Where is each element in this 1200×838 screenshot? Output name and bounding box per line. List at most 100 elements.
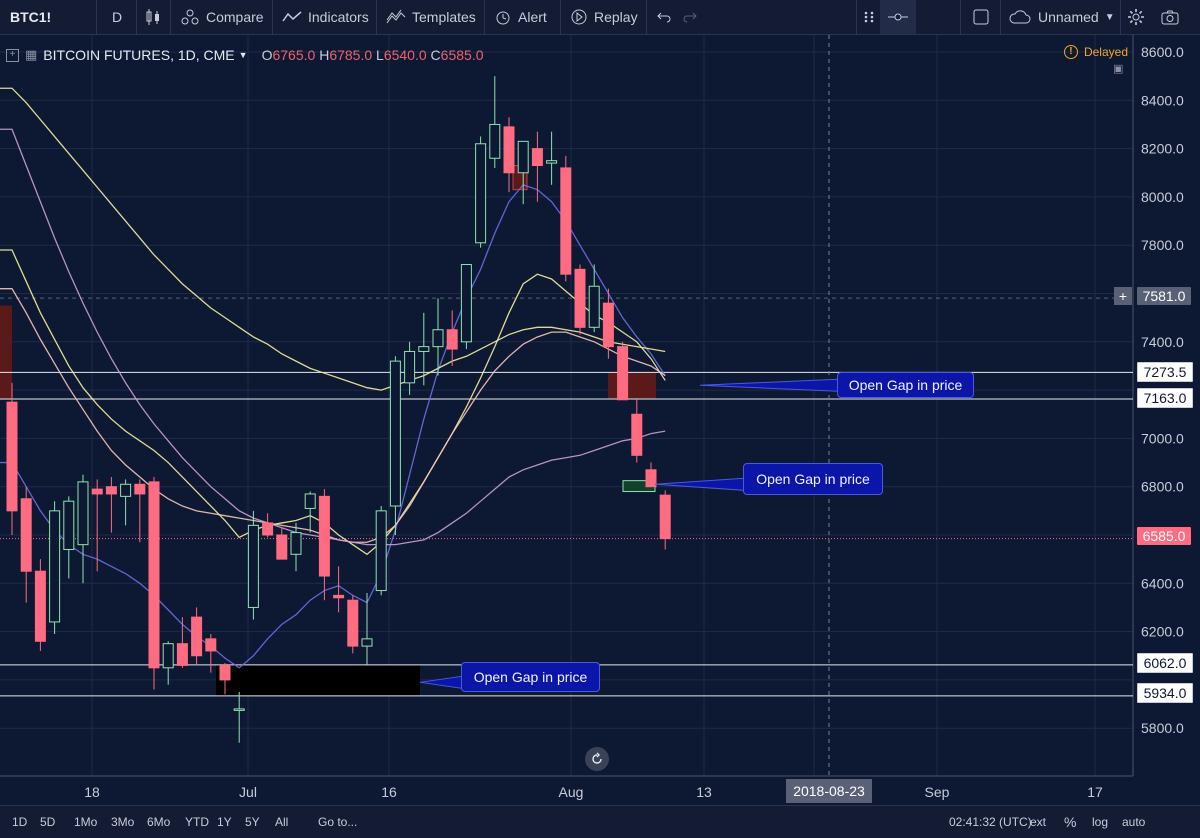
fullscreen-button[interactable] <box>972 0 990 34</box>
price-axis-tick: 8000.0 <box>1141 189 1184 205</box>
price-axis-tick: 8400.0 <box>1141 92 1184 108</box>
save-layout-button[interactable]: Unnamed ▼ <box>1008 0 1115 34</box>
annotation-gap-top[interactable]: Open Gap in price <box>837 372 974 398</box>
toolbar-divider <box>96 0 97 34</box>
range-button-5y[interactable]: 5Y <box>245 815 260 829</box>
range-button-ytd[interactable]: YTD <box>185 815 209 829</box>
goto-date-button[interactable]: Go to... <box>318 806 357 838</box>
indicators-button[interactable]: Indicators <box>282 0 369 34</box>
moving-average-line <box>0 288 666 543</box>
replay-label: Replay <box>594 9 638 25</box>
low-gap-top-price-label: 6062.0 <box>1137 653 1193 673</box>
price-axis-tick: 8200.0 <box>1141 141 1184 157</box>
symbol-search[interactable]: BTC1! <box>10 0 51 34</box>
candle-body <box>517 140 529 174</box>
candle-body <box>503 126 515 174</box>
moving-average-line <box>0 128 666 546</box>
moving-average-line <box>0 184 666 669</box>
annotation-gap-bottom[interactable]: Open Gap in price <box>461 662 600 692</box>
candle-body <box>247 524 259 608</box>
candle-body <box>262 522 274 536</box>
collapse-legend-icon[interactable]: + <box>6 48 19 62</box>
candle-body <box>475 143 487 244</box>
toolbar-divider <box>170 0 171 34</box>
candle-body <box>290 532 302 555</box>
compare-button[interactable]: Compare <box>180 0 264 34</box>
auto-toggle[interactable]: auto <box>1122 806 1145 838</box>
replay-button[interactable]: Replay <box>570 0 638 34</box>
annotation-gap-middle[interactable]: Open Gap in price <box>743 463 883 495</box>
candle-body <box>645 469 657 488</box>
candle-body <box>105 486 117 495</box>
top-toolbar: BTC1! D Compare Indicators Templates Ale… <box>0 0 1200 35</box>
candle-body <box>617 346 629 401</box>
time-axis-tick: 17 <box>1087 784 1103 800</box>
candle-body <box>389 360 401 507</box>
undo-button[interactable] <box>656 0 672 34</box>
candle-body <box>446 329 458 350</box>
ohlc-values: O6765.0 H6785.0 L6540.0 C6585.0 <box>262 47 484 63</box>
symbol-title[interactable]: BITCOIN FUTURES, 1D, CME <box>43 47 235 63</box>
price-axis-tick: 8600.0 <box>1141 44 1184 60</box>
replay-icon <box>571 9 587 25</box>
chevron-down-icon[interactable]: ▼ <box>238 50 248 60</box>
templates-button[interactable]: Templates <box>386 0 476 34</box>
ext-toggle[interactable]: ext <box>1030 806 1046 838</box>
redo-button[interactable] <box>682 0 698 34</box>
templates-label: Templates <box>412 9 476 25</box>
range-button-all[interactable]: All <box>275 815 289 829</box>
series-legend: + ▦ BITCOIN FUTURES, 1D, CME ▼ O6765.0 H… <box>6 46 484 64</box>
templates-icon <box>386 9 406 24</box>
toolbar-divider <box>1120 0 1121 34</box>
crosshair-toggle-button[interactable] <box>880 0 916 34</box>
cme-logo-icon: ▦ <box>25 47 38 62</box>
layout-grid-button[interactable] <box>862 0 876 34</box>
chart-style-button[interactable] <box>144 0 162 34</box>
delayed-badge[interactable]: ! Delayed <box>1063 45 1128 59</box>
price-axis-tick: 6200.0 <box>1141 624 1184 640</box>
annotation-pointer <box>419 675 463 689</box>
high-label: H <box>319 47 330 63</box>
range-button-5d[interactable]: 5D <box>40 815 56 829</box>
square-icon <box>973 9 989 25</box>
log-toggle[interactable]: log <box>1092 806 1108 838</box>
add-price-icon[interactable]: + <box>1114 287 1132 305</box>
candle-body <box>91 488 103 495</box>
candle-body <box>588 285 600 328</box>
annotation-pointer <box>654 477 745 491</box>
crosshair-line-icon <box>888 13 908 21</box>
snapshot-button[interactable] <box>1160 0 1180 34</box>
layout-name-label: Unnamed <box>1038 9 1099 25</box>
open-label: O <box>261 47 273 63</box>
gear-icon <box>1128 9 1144 25</box>
candle-body <box>318 495 330 577</box>
range-button-1mo[interactable]: 1Mo <box>74 815 98 829</box>
low-value: 6540.0 <box>383 47 427 63</box>
toolbar-divider <box>856 0 857 34</box>
lock-scale-icon[interactable]: ▣ <box>1113 63 1124 75</box>
time-axis-tick: 13 <box>696 784 712 800</box>
settings-button[interactable] <box>1127 0 1145 34</box>
toolbar-divider <box>560 0 561 34</box>
open-value: 6765.0 <box>272 47 316 63</box>
moving-average-line <box>0 87 666 391</box>
reset-chart-button[interactable] <box>585 747 609 771</box>
gap-box-upper <box>608 372 656 400</box>
candle-body <box>63 500 75 550</box>
alert-button[interactable]: Alert <box>494 0 547 34</box>
price-chart[interactable]: 8600.0 8400.0 8200.0 8000.0 7800.0 7400.0 7000… <box>0 35 1200 805</box>
candle-body <box>233 708 245 711</box>
percent-toggle[interactable]: % <box>1064 806 1076 838</box>
range-button-1y[interactable]: 1Y <box>217 815 232 829</box>
last-price-label: 6585.0 <box>1137 527 1191 545</box>
ext-label: ext <box>1030 815 1047 829</box>
chart-pane[interactable]: 8600.0 8400.0 8200.0 8000.0 7800.0 7400.0 7000… <box>0 35 1200 805</box>
time-axis-tick: Jul <box>239 784 257 800</box>
candle-body <box>418 346 430 352</box>
interval-button[interactable]: D <box>112 0 122 34</box>
range-button-3mo[interactable]: 3Mo <box>111 815 135 829</box>
utc-clock[interactable]: 02:41:32 (UTC) <box>949 806 1032 838</box>
range-button-1d[interactable]: 1D <box>12 815 28 829</box>
range-button-6mo[interactable]: 6Mo <box>147 815 171 829</box>
candle-body <box>631 413 643 456</box>
